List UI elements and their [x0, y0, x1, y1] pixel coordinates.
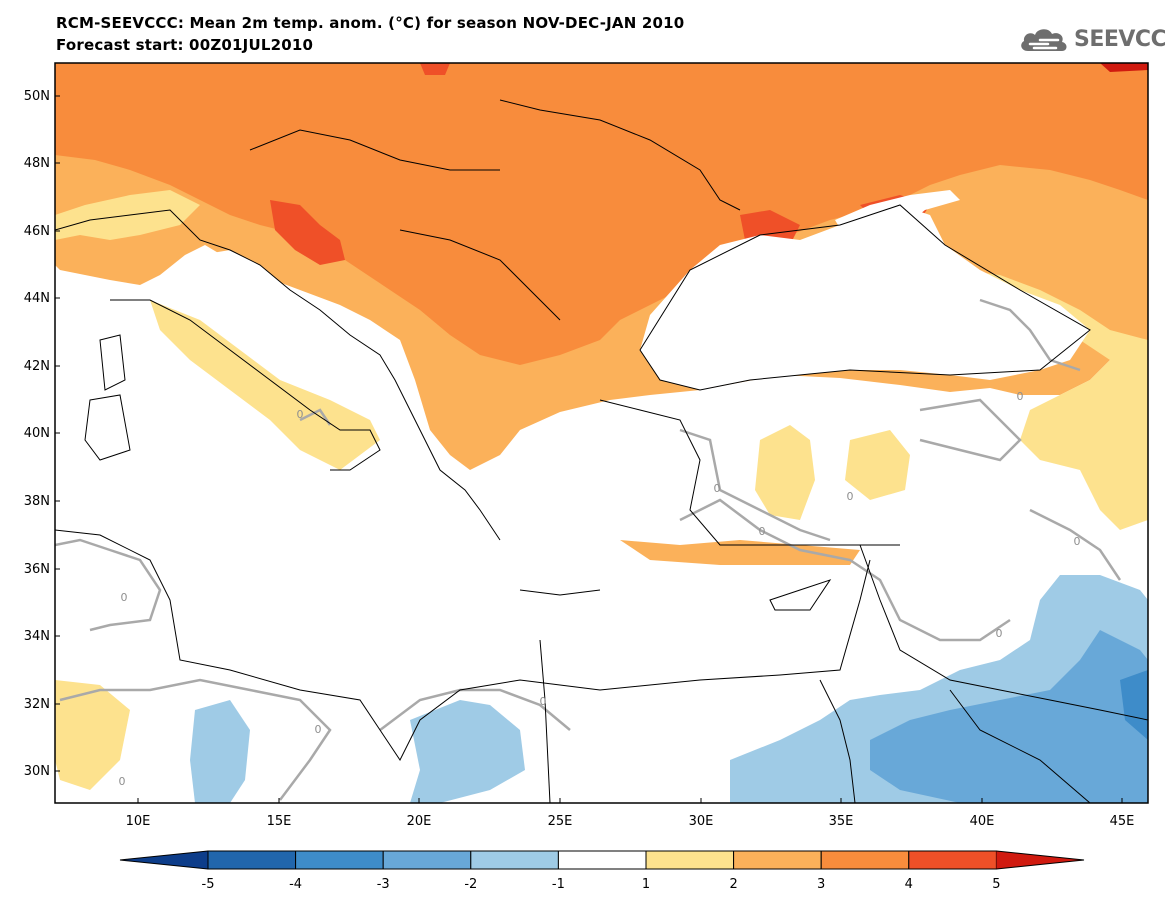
- colorbar-label: -3: [377, 877, 390, 892]
- lon-label: 25E: [548, 814, 573, 829]
- colorbar-swatch: [908, 850, 997, 870]
- anomaly-zone-minus1-libya: [190, 700, 250, 803]
- colorbar-label: 3: [817, 877, 825, 892]
- lat-label: 36N: [24, 562, 50, 577]
- zero-contour-labels: 0 0 0 0 0 0 0 0 0 0 0: [119, 390, 1081, 788]
- anomaly-zone-plus3: [55, 63, 1148, 365]
- anomaly-zone-plus1-anatolia2: [845, 430, 910, 500]
- anomaly-zone-minus1-egypt: [410, 700, 525, 803]
- seevccc-logo: SEEVCCC: [1018, 22, 1165, 56]
- cloud-icon: [1021, 29, 1067, 51]
- colorbar-swatch: [295, 850, 384, 870]
- lat-label: 38N: [24, 494, 50, 509]
- map-title: RCM-SEEVCCC: Mean 2m temp. anom. (°C) fo…: [56, 14, 685, 32]
- colorbar-swatch: [645, 850, 735, 870]
- lon-label: 20E: [407, 814, 432, 829]
- zero-contour-label: 0: [121, 591, 128, 604]
- lon-label: 45E: [1110, 814, 1135, 829]
- colorbar-label: -5: [202, 877, 215, 892]
- colorbar-label: -4: [289, 877, 302, 892]
- anomaly-zone-plus1-africa: [55, 680, 130, 790]
- zero-contour-label: 0: [996, 627, 1003, 640]
- lat-label: 44N: [24, 291, 50, 306]
- zero-contour-label: 0: [714, 482, 721, 495]
- lat-label: 48N: [24, 156, 50, 171]
- longitude-labels: 10E 15E 20E 25E 30E 35E 40E 45E: [126, 814, 1135, 829]
- zero-contour-label: 0: [315, 723, 322, 736]
- zero-contours: [55, 298, 1122, 801]
- anomaly-zone-minus2-mideast: [870, 630, 1148, 803]
- anomaly-zone-plus4-north: [420, 63, 450, 75]
- zero-contour-label: 0: [759, 525, 766, 538]
- colorbar-swatch: [557, 850, 647, 870]
- colorbar-label: 1: [642, 877, 650, 892]
- colorbar-label: -1: [552, 877, 565, 892]
- colorbar-swatch: [470, 850, 559, 870]
- adriatic-sea: [200, 250, 395, 400]
- lat-label: 50N: [24, 89, 50, 104]
- zero-contour-label: 0: [1017, 390, 1024, 403]
- lat-label: 34N: [24, 629, 50, 644]
- colorbar-label: 2: [729, 877, 737, 892]
- lon-label: 30E: [689, 814, 714, 829]
- zero-contour-label: 0: [847, 490, 854, 503]
- anomaly-zone-plus1-east: [960, 270, 1148, 530]
- azov-sea: [835, 190, 960, 250]
- lon-label: 40E: [970, 814, 995, 829]
- anomaly-zone-plus5-ne: [1100, 63, 1148, 72]
- coastlines-borders: [55, 99, 1148, 803]
- lat-ticks: [55, 95, 60, 772]
- forecast-start-subtitle: Forecast start: 00Z01JUL2010: [56, 36, 314, 54]
- anomaly-zone-minus3-iraq: [1120, 670, 1148, 740]
- anomaly-zone-plus4-slovenia: [270, 200, 345, 265]
- colorbar-label: -2: [464, 877, 477, 892]
- colorbar-swatch: [207, 850, 297, 870]
- black-sea: [640, 205, 1090, 390]
- anomaly-zone-plus1-anatolia: [755, 425, 815, 520]
- mediterranean-sea: [55, 420, 860, 760]
- anomaly-zone-plus1-italy: [150, 300, 380, 470]
- zero-contour-label: 0: [297, 408, 304, 421]
- lat-label: 46N: [24, 224, 50, 239]
- lon-label: 35E: [829, 814, 854, 829]
- map-fields: [55, 63, 1148, 803]
- zero-contour-label: 0: [1074, 535, 1081, 548]
- colorbar-swatch: [820, 850, 910, 870]
- colorbar-swatch: [733, 850, 822, 870]
- lon-label: 15E: [267, 814, 292, 829]
- colorbar-swatch: [382, 850, 472, 870]
- lat-label: 40N: [24, 426, 50, 441]
- colorbar-end-low: [120, 851, 208, 869]
- lat-label: 32N: [24, 697, 50, 712]
- anomaly-zone-plus1-turkey-coast: [620, 540, 860, 565]
- colorbar-end-high: [996, 851, 1084, 869]
- zero-contour-label: 0: [119, 775, 126, 788]
- colorbar: -5 -4 -3 -2 -1 1 2 3 4 5: [119, 850, 1085, 892]
- lon-label: 10E: [126, 814, 151, 829]
- colorbar-label: 4: [905, 877, 913, 892]
- lon-ticks: [137, 798, 1123, 803]
- lat-label: 30N: [24, 764, 50, 779]
- colorbar-label: 5: [992, 877, 1000, 892]
- lat-label: 42N: [24, 359, 50, 374]
- logo-text: SEEVCCC: [1074, 26, 1165, 52]
- latitude-labels: 50N 48N 46N 44N 42N 40N 38N 36N 34N 32N …: [24, 89, 50, 779]
- zero-contour-label: 0: [540, 695, 547, 708]
